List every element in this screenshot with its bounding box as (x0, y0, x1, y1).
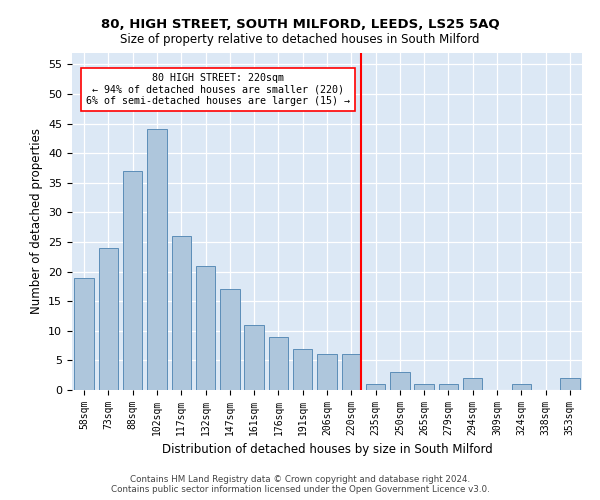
Bar (463, 378, 482, 390)
Bar (317, 354, 337, 390)
Bar (512, 384, 531, 390)
Bar (341, 354, 361, 390)
Bar (293, 348, 313, 390)
Bar (439, 384, 458, 390)
Text: Contains HM Land Registry data © Crown copyright and database right 2024.
Contai: Contains HM Land Registry data © Crown c… (110, 474, 490, 494)
Bar (366, 384, 385, 390)
Bar (244, 325, 264, 390)
X-axis label: Distribution of detached houses by size in South Milford: Distribution of detached houses by size … (161, 444, 493, 456)
Bar (560, 378, 580, 390)
Bar (196, 266, 215, 390)
Bar (172, 236, 191, 390)
Bar (147, 130, 167, 390)
Text: 80 HIGH STREET: 220sqm
← 94% of detached houses are smaller (220)
6% of semi-det: 80 HIGH STREET: 220sqm ← 94% of detached… (86, 73, 350, 106)
Bar (123, 171, 142, 390)
Text: 80, HIGH STREET, SOUTH MILFORD, LEEDS, LS25 5AQ: 80, HIGH STREET, SOUTH MILFORD, LEEDS, L… (101, 18, 499, 30)
Bar (99, 248, 118, 390)
Bar (269, 336, 288, 390)
Bar (415, 384, 434, 390)
Y-axis label: Number of detached properties: Number of detached properties (29, 128, 43, 314)
Bar (220, 290, 239, 390)
Bar (74, 278, 94, 390)
Bar (390, 372, 410, 390)
Text: Size of property relative to detached houses in South Milford: Size of property relative to detached ho… (120, 32, 480, 46)
